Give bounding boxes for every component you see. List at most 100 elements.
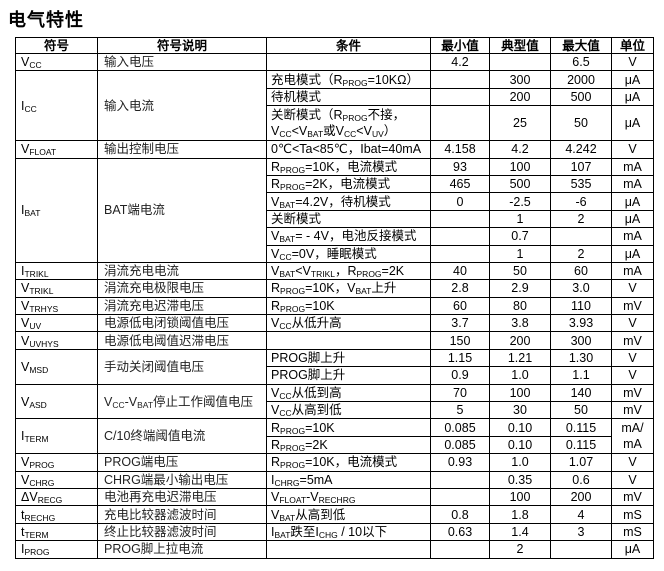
table-row: VUVHYS 电源低电阈值迟滞电压 150 200 300 mV bbox=[15, 331, 654, 350]
min-value-cell: 70 bbox=[430, 383, 490, 403]
typ-value-cell: 200 bbox=[489, 87, 551, 107]
subscript-text: CHRG bbox=[29, 477, 55, 488]
text-segment: 涓流充电电流 bbox=[104, 264, 180, 279]
condition-cell bbox=[266, 331, 431, 350]
subscript-text: CC bbox=[29, 60, 42, 71]
subscript-text: MSD bbox=[29, 364, 49, 375]
text-segment: =10K，电流模式 bbox=[305, 455, 398, 470]
typ-value-cell: 1 bbox=[489, 209, 551, 229]
subscript-text: BAT bbox=[307, 129, 324, 140]
description-cell: C/10终端阈值电流 bbox=[97, 418, 267, 455]
typ-value-cell: 1.8 bbox=[489, 505, 551, 524]
unit-cell: μA bbox=[611, 87, 654, 107]
text-segment: ） bbox=[383, 124, 397, 139]
max-value-cell: 0.115 bbox=[550, 435, 612, 455]
text-segment: 电源低电闭锁阈值电压 bbox=[104, 316, 230, 331]
condition-cell: PROG脚上升 bbox=[266, 366, 431, 385]
subscript-text: CC bbox=[279, 129, 292, 140]
condition-cell bbox=[266, 540, 431, 559]
max-value-cell: 50 bbox=[550, 401, 612, 420]
text-segment: I bbox=[271, 524, 275, 539]
unit-cell: V bbox=[611, 314, 654, 333]
description-cell: 输出控制电压 bbox=[97, 140, 267, 159]
subscript-text: TRHYS bbox=[29, 303, 59, 314]
condition-cell: 待机模式 bbox=[266, 87, 431, 107]
description-cell: BAT端电流 bbox=[97, 157, 267, 263]
max-value-cell: 1.1 bbox=[550, 366, 612, 385]
max-value-cell: 1.30 bbox=[550, 348, 612, 368]
typ-value-cell: 30 bbox=[489, 401, 551, 420]
typ-value-cell: 100 bbox=[489, 487, 551, 507]
text-segment: 输入电压 bbox=[104, 55, 155, 70]
text-segment: V bbox=[21, 333, 30, 348]
description-cell: PROG端电压 bbox=[97, 453, 267, 472]
subscript-text: UVHYS bbox=[29, 338, 59, 349]
text-segment: 充电模式（R bbox=[271, 72, 343, 87]
condition-cell: 充电模式（RPROG=10KΩ） bbox=[266, 70, 431, 89]
description-cell: 终止比较器滤波时间 bbox=[97, 522, 267, 542]
table-row: VPROG PROG端电压 RPROG=10K，电流模式 0.93 1.0 1.07 V bbox=[15, 453, 654, 472]
typ-value-cell: 25 bbox=[489, 105, 551, 142]
text-segment: 从高到低 bbox=[295, 507, 346, 522]
text-segment: V bbox=[21, 394, 30, 409]
subscript-text: TRIKL bbox=[310, 269, 335, 280]
max-value-cell: 107 bbox=[550, 157, 612, 176]
text-segment: V bbox=[21, 298, 30, 313]
subscript-text: CC bbox=[279, 390, 292, 401]
text-segment: =2K，电流模式 bbox=[305, 177, 391, 192]
max-value-cell: 6.5 bbox=[550, 52, 612, 72]
subscript-text: PROG bbox=[342, 77, 368, 88]
typ-value-cell: 0.7 bbox=[489, 227, 551, 246]
text-segment: V bbox=[21, 455, 30, 470]
typ-value-cell: 1 bbox=[489, 244, 551, 263]
text-segment: <V bbox=[295, 264, 311, 279]
description-cell: 电源低电闭锁阈值电压 bbox=[97, 314, 267, 333]
text-segment: 关断模式 bbox=[271, 211, 322, 226]
condition-cell: 关断模式 bbox=[266, 209, 431, 229]
max-value-cell: 1.07 bbox=[550, 453, 612, 472]
text-segment: V bbox=[271, 194, 280, 209]
condition-cell: RPROG=10K，电流模式 bbox=[266, 453, 431, 472]
min-value-cell bbox=[430, 70, 490, 89]
subscript-text: BAT bbox=[279, 269, 296, 280]
table-row: VMSD 手动关闭阈值电压 PROG脚上升 1.15 1.21 1.30 V bbox=[15, 348, 654, 385]
table-row: VTRHYS 涓流充电迟滞电压 RPROG=10K 60 80 110 mV bbox=[15, 296, 654, 316]
unit-cell: mA bbox=[611, 261, 654, 281]
subscript-text: BAT bbox=[279, 234, 296, 245]
typ-value-cell: 2 bbox=[489, 540, 551, 559]
condition-cell: VCC=0V，睡眠模式 bbox=[266, 244, 431, 263]
typ-value-cell: 300 bbox=[489, 70, 551, 89]
text-segment: 或V bbox=[323, 124, 345, 139]
condition-cell: VCC从低升高 bbox=[266, 314, 431, 333]
typ-value-cell: 500 bbox=[489, 174, 551, 194]
subscript-text: TRIKL bbox=[24, 269, 49, 280]
condition-cell: RPROG=2K，电流模式 bbox=[266, 174, 431, 194]
max-value-cell: 300 bbox=[550, 331, 612, 350]
text-segment: PROG脚上拉电流 bbox=[104, 542, 204, 557]
description-cell: 输入电流 bbox=[97, 70, 267, 142]
subscript-text: PROG bbox=[280, 425, 306, 436]
subscript-text: PROG bbox=[280, 443, 306, 453]
text-segment: 从低到高 bbox=[291, 385, 342, 400]
subscript-text: PROG bbox=[342, 113, 368, 124]
table-row: IBAT BAT端电流 RPROG=10K，电流模式 93 100 107 mA bbox=[15, 157, 654, 263]
text-segment: <V bbox=[356, 124, 372, 139]
text-segment: V bbox=[21, 55, 30, 70]
min-value-cell: 0.63 bbox=[430, 522, 490, 542]
subscript-text: PROG bbox=[280, 286, 306, 297]
symbol-cell: IBAT bbox=[15, 157, 98, 263]
condition-cell bbox=[266, 52, 431, 72]
text-segment: 输出控制电压 bbox=[104, 142, 180, 157]
min-value-cell: 5 bbox=[430, 401, 490, 420]
text-segment: 终止比较器滤波时间 bbox=[104, 524, 217, 539]
unit-cell: V bbox=[611, 453, 654, 472]
text-segment: =10KΩ） bbox=[367, 72, 419, 87]
text-segment: V bbox=[271, 124, 280, 139]
text-segment: =2K bbox=[381, 264, 405, 279]
min-value-cell: 4.158 bbox=[430, 140, 490, 159]
max-value-cell: 535 bbox=[550, 174, 612, 194]
subscript-text: BAT bbox=[279, 512, 296, 523]
max-value-cell: 60 bbox=[550, 261, 612, 281]
table-row: VTRIKL 涓流充电极限电压 RPROG=10K，VBAT上升 2.8 2.9 3.0 V bbox=[15, 279, 654, 298]
subscript-text: PROG bbox=[29, 460, 55, 471]
